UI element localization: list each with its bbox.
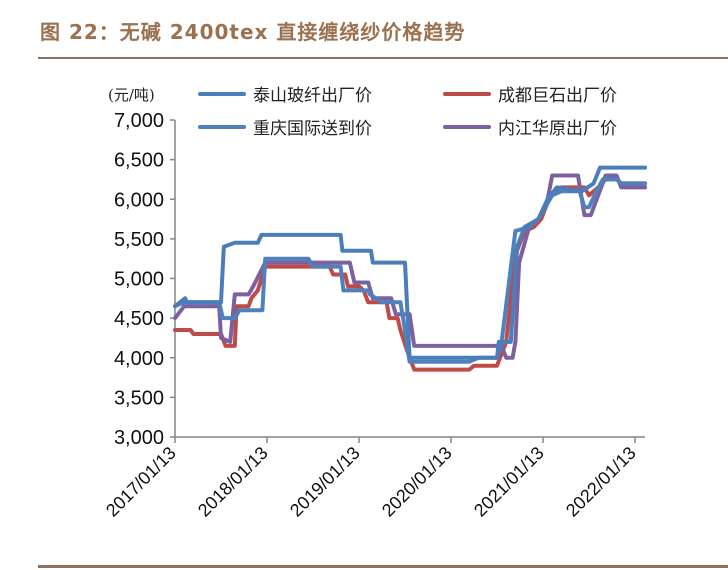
series-taishan-line xyxy=(173,165,648,360)
y-tick-label: 3,000 xyxy=(114,427,164,449)
legend-swatch-neijiang xyxy=(443,124,491,129)
series-neijiang-line xyxy=(173,173,648,360)
title-divider xyxy=(38,57,728,59)
y-tick-label: 6,500 xyxy=(114,150,164,172)
legend-item-taishan: 泰山玻纤出厂价 xyxy=(198,81,372,106)
x-tick-label: 2017/01/13 xyxy=(102,443,180,521)
x-tick-label: 2018/01/13 xyxy=(194,443,272,521)
x-tick-label: 2022/01/13 xyxy=(562,443,640,521)
x-tick-label: 2020/01/13 xyxy=(378,443,456,521)
series-lines xyxy=(173,165,648,372)
y-axis-unit-label: (元/吨) xyxy=(108,86,155,104)
y-tick-label: 5,000 xyxy=(114,269,164,291)
y-tick-label: 6,000 xyxy=(114,189,164,211)
figure-title: 图 22：无碱 2400tex 直接缠绕纱价格趋势 xyxy=(40,20,466,44)
legend-item-chongqing: 重庆国际送到价 xyxy=(198,114,372,139)
bottom-divider xyxy=(38,565,728,568)
series-chongqing-line xyxy=(173,177,648,364)
y-tick-label: 5,500 xyxy=(114,229,164,251)
legend-swatch-chongqing xyxy=(198,124,246,129)
legend-label-taishan: 泰山玻纤出厂价 xyxy=(253,86,372,106)
legend-label-chongqing: 重庆国际送到价 xyxy=(253,119,372,139)
x-tick-label: 2021/01/13 xyxy=(470,443,548,521)
legend-label-neijiang: 内江华原出厂价 xyxy=(498,119,617,139)
y-axis: 3,000 3,500 4,000 4,500 5,000 5,500 6,000 6,500… xyxy=(114,110,176,449)
y-tick-label: 3,500 xyxy=(114,387,164,409)
legend-item-neijiang: 内江华原出厂价 xyxy=(443,114,617,139)
legend-item-chengdu: 成都巨石出厂价 xyxy=(443,81,617,106)
y-tick-label: 4,000 xyxy=(114,348,164,370)
y-tick-label: 7,000 xyxy=(114,110,164,132)
x-tick-label: 2019/01/13 xyxy=(286,443,364,521)
x-axis: 2017/01/13 2018/01/13 2019/01/13 2020/01/13… xyxy=(102,436,645,521)
legend-swatch-taishan xyxy=(198,91,246,96)
legend-swatch-chengdu xyxy=(443,91,491,96)
legend-label-chengdu: 成都巨石出厂价 xyxy=(498,86,617,106)
y-tick-label: 4,500 xyxy=(114,308,164,330)
